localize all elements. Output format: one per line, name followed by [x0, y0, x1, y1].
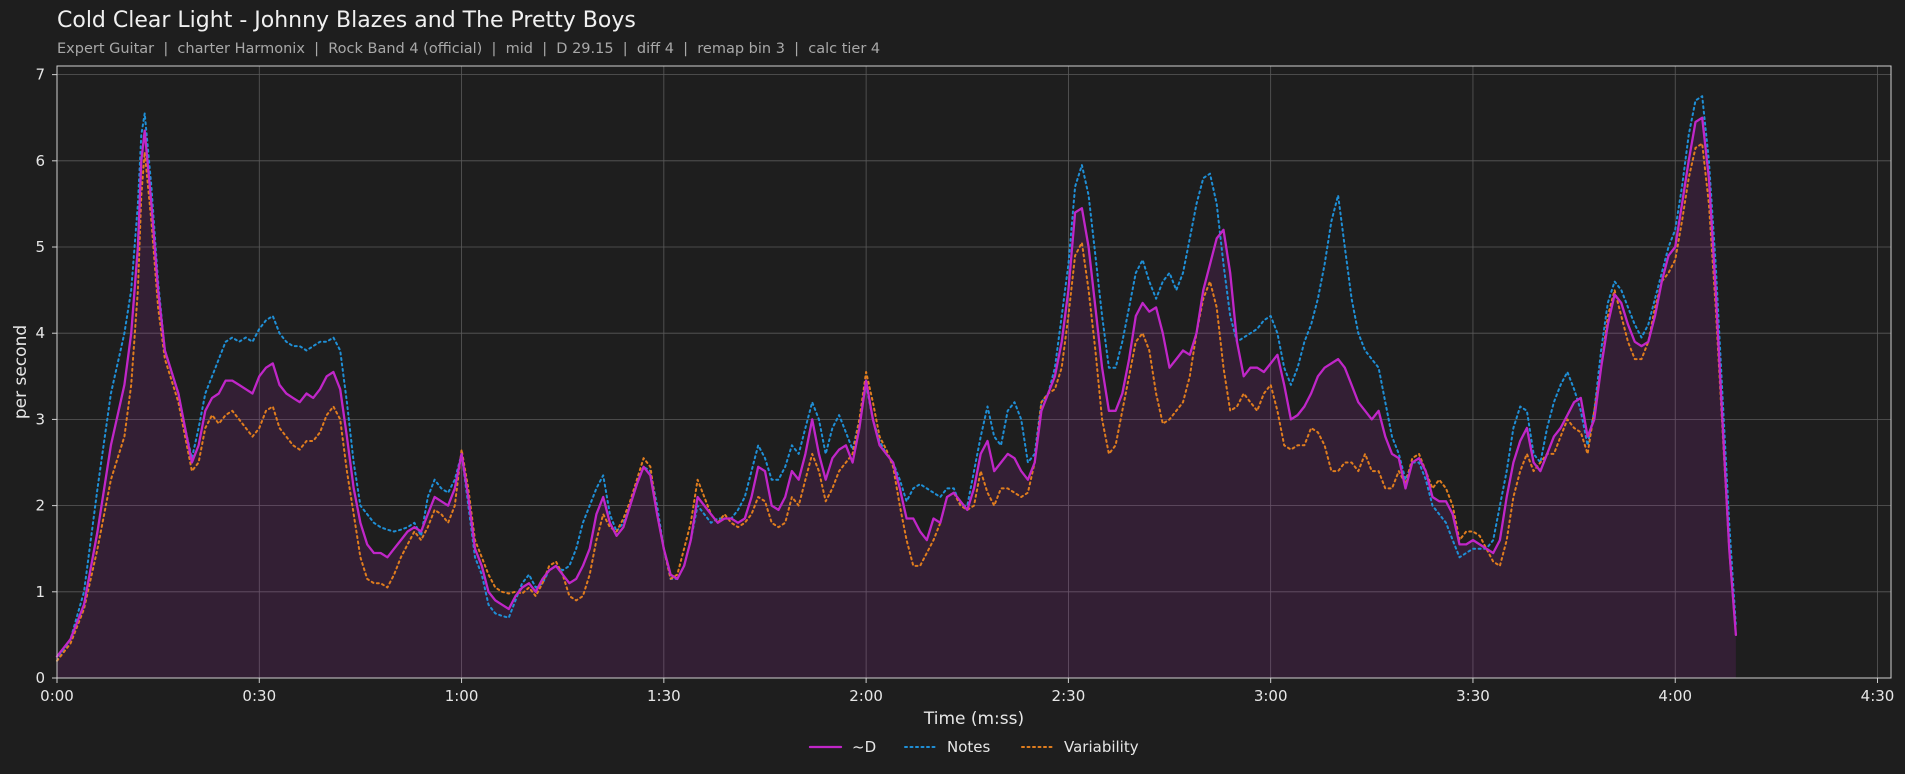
x-tick-label: 0:30 [242, 687, 276, 705]
x-tick-label: 3:00 [1254, 687, 1288, 705]
series-line [56, 95, 1737, 662]
legend-entry: Notes [904, 738, 991, 756]
series-layer [55, 95, 1738, 678]
y-tick-label: 1 [35, 583, 45, 601]
chart-title: Cold Clear Light - Johnny Blazes and The… [57, 8, 636, 33]
y-axis-label: per second [11, 325, 31, 419]
series-line [55, 116, 1738, 658]
y-tick-label: 6 [35, 152, 45, 170]
y-tick-label: 3 [35, 410, 45, 428]
plot-frame [56, 65, 1892, 679]
x-tick-label: 2:30 [1052, 687, 1086, 705]
chart-subtitle: Expert Guitar | charter Harmonix | Rock … [57, 41, 881, 57]
legend-label: Notes [947, 738, 991, 756]
x-tick-label: 4:00 [1658, 687, 1692, 705]
series-area-fill [57, 117, 1736, 678]
x-tick-label: 1:00 [445, 687, 479, 705]
x-tick-label: 2:00 [849, 687, 883, 705]
x-tick-label: 3:30 [1456, 687, 1490, 705]
x-tick-label: 4:30 [1861, 687, 1895, 705]
legend-label: ~D [852, 738, 876, 756]
y-tick-label: 4 [35, 324, 45, 342]
x-axis-label: Time (m:ss) [923, 709, 1024, 729]
y-tick-label: 0 [35, 669, 45, 687]
legend: ~D Notes Variability [808, 738, 1139, 756]
y-tick-label: 5 [35, 238, 45, 256]
y-tick-label: 7 [35, 66, 45, 84]
tick-layer: 0:00 0:30 1:00 1:30 2:00 2:30 3:00 3:30 4:00 4:30… [35, 66, 1894, 705]
x-tick-label: 1:30 [647, 687, 681, 705]
x-tick-label: 0:00 [40, 687, 74, 705]
y-tick-label: 2 [35, 497, 45, 515]
legend-label: Variability [1064, 738, 1139, 756]
series-line [56, 142, 1737, 662]
legend-entry: Variability [1021, 738, 1139, 756]
legend-entry: ~D [808, 738, 876, 756]
